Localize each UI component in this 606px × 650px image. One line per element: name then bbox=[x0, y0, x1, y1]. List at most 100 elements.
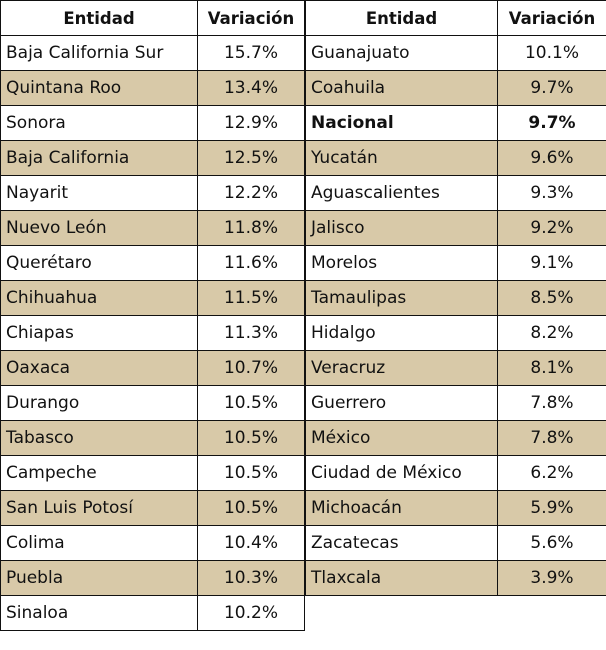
entity-cell: Guanajuato bbox=[305, 35, 498, 71]
entity-cell: Baja California Sur bbox=[0, 35, 198, 71]
table-row: Durango 10.5% bbox=[0, 385, 305, 421]
entity-cell: Michoacán bbox=[305, 490, 498, 526]
variation-cell: 10.7% bbox=[197, 350, 305, 386]
table-row: Zacatecas 5.6% bbox=[305, 525, 606, 561]
variation-cell: 8.1% bbox=[497, 350, 606, 386]
entity-cell: Tabasco bbox=[0, 420, 198, 456]
variation-cell: 12.9% bbox=[197, 105, 305, 141]
table-row: Yucatán 9.6% bbox=[305, 140, 606, 176]
variation-cell: 5.9% bbox=[497, 490, 606, 526]
table-row: Hidalgo 8.2% bbox=[305, 315, 606, 351]
entity-cell: Sonora bbox=[0, 105, 198, 141]
variation-cell: 11.8% bbox=[197, 210, 305, 246]
table-row: Chihuahua 11.5% bbox=[0, 280, 305, 316]
variation-cell: 8.2% bbox=[497, 315, 606, 351]
variation-cell: 10.3% bbox=[197, 560, 305, 596]
column-header-variacion: Variación bbox=[197, 0, 305, 36]
header-row: Entidad Variación bbox=[0, 0, 305, 36]
variation-cell: 10.5% bbox=[197, 455, 305, 491]
variation-cell: 9.6% bbox=[497, 140, 606, 176]
variation-cell: 8.5% bbox=[497, 280, 606, 316]
entity-cell: Veracruz bbox=[305, 350, 498, 386]
table-row: Tamaulipas 8.5% bbox=[305, 280, 606, 316]
table-row: Sinaloa 10.2% bbox=[0, 595, 305, 631]
entity-cell: Baja California bbox=[0, 140, 198, 176]
entity-cell: Zacatecas bbox=[305, 525, 498, 561]
entity-cell: San Luis Potosí bbox=[0, 490, 198, 526]
table-row: Puebla 10.3% bbox=[0, 560, 305, 596]
variation-cell: 7.8% bbox=[497, 420, 606, 456]
entity-cell: Aguascalientes bbox=[305, 175, 498, 211]
entity-cell: Tamaulipas bbox=[305, 280, 498, 316]
entity-cell: Ciudad de México bbox=[305, 455, 498, 491]
table-row: San Luis Potosí 10.5% bbox=[0, 490, 305, 526]
table-row: Ciudad de México 6.2% bbox=[305, 455, 606, 491]
variation-cell: 11.5% bbox=[197, 280, 305, 316]
table-row: Guerrero 7.8% bbox=[305, 385, 606, 421]
variation-cell: 7.8% bbox=[497, 385, 606, 421]
entity-cell: Hidalgo bbox=[305, 315, 498, 351]
table-row: Guanajuato 10.1% bbox=[305, 35, 606, 71]
column-header-entidad: Entidad bbox=[305, 0, 498, 36]
table-row: Michoacán 5.9% bbox=[305, 490, 606, 526]
table-row: Nacional 9.7% bbox=[305, 105, 606, 141]
table-row: México 7.8% bbox=[305, 420, 606, 456]
entity-cell: México bbox=[305, 420, 498, 456]
column-header-entidad: Entidad bbox=[0, 0, 198, 36]
table-row: Coahuila 9.7% bbox=[305, 70, 606, 106]
variation-cell: 12.2% bbox=[197, 175, 305, 211]
entity-cell: Nayarit bbox=[0, 175, 198, 211]
table-row: Nayarit 12.2% bbox=[0, 175, 305, 211]
variation-cell: 9.7% bbox=[497, 70, 606, 106]
table-row: Sonora 12.9% bbox=[0, 105, 305, 141]
table-row: Baja California Sur 15.7% bbox=[0, 35, 305, 71]
table-row: Querétaro 11.6% bbox=[0, 245, 305, 281]
variation-cell: 10.1% bbox=[497, 35, 606, 71]
table-row: Baja California 12.5% bbox=[0, 140, 305, 176]
entity-cell: Querétaro bbox=[0, 245, 198, 281]
variation-cell: 12.5% bbox=[197, 140, 305, 176]
entity-cell: Sinaloa bbox=[0, 595, 198, 631]
table-row: Tabasco 10.5% bbox=[0, 420, 305, 456]
entity-cell: Campeche bbox=[0, 455, 198, 491]
entity-cell: Oaxaca bbox=[0, 350, 198, 386]
table-row: Campeche 10.5% bbox=[0, 455, 305, 491]
entity-cell: Nuevo León bbox=[0, 210, 198, 246]
entity-cell: Yucatán bbox=[305, 140, 498, 176]
variation-cell: 9.1% bbox=[497, 245, 606, 281]
entity-cell: Puebla bbox=[0, 560, 198, 596]
variation-cell: 11.6% bbox=[197, 245, 305, 281]
entity-cell: Colima bbox=[0, 525, 198, 561]
table-row: Nuevo León 11.8% bbox=[0, 210, 305, 246]
table-row: Oaxaca 10.7% bbox=[0, 350, 305, 386]
entity-cell: Chihuahua bbox=[0, 280, 198, 316]
table-row: Jalisco 9.2% bbox=[305, 210, 606, 246]
variation-cell: 10.5% bbox=[197, 420, 305, 456]
table-row: Morelos 9.1% bbox=[305, 245, 606, 281]
table-row: Chiapas 11.3% bbox=[0, 315, 305, 351]
variation-cell: 9.7% bbox=[497, 105, 606, 141]
entity-cell: Morelos bbox=[305, 245, 498, 281]
variation-cell: 10.2% bbox=[197, 595, 305, 631]
table-row: Veracruz 8.1% bbox=[305, 350, 606, 386]
table-row: Tlaxcala 3.9% bbox=[305, 560, 606, 596]
entity-cell: Tlaxcala bbox=[305, 560, 498, 596]
header-row: Entidad Variación bbox=[305, 0, 606, 36]
variation-cell: 6.2% bbox=[497, 455, 606, 491]
entity-cell: Durango bbox=[0, 385, 198, 421]
left-table: Entidad Variación Baja California Sur 15.… bbox=[0, 0, 305, 631]
variation-cell: 10.4% bbox=[197, 525, 305, 561]
table-row: Colima 10.4% bbox=[0, 525, 305, 561]
variation-cell: 5.6% bbox=[497, 525, 606, 561]
entity-cell: Quintana Roo bbox=[0, 70, 198, 106]
variation-cell: 10.5% bbox=[197, 385, 305, 421]
table-row: Quintana Roo 13.4% bbox=[0, 70, 305, 106]
variation-cell: 3.9% bbox=[497, 560, 606, 596]
right-table: Entidad Variación Guanajuato 10.1% Coahuil… bbox=[305, 0, 606, 596]
entity-cell: Jalisco bbox=[305, 210, 498, 246]
variation-cell: 15.7% bbox=[197, 35, 305, 71]
variation-cell: 9.3% bbox=[497, 175, 606, 211]
entity-cell: Coahuila bbox=[305, 70, 498, 106]
entity-cell: Guerrero bbox=[305, 385, 498, 421]
